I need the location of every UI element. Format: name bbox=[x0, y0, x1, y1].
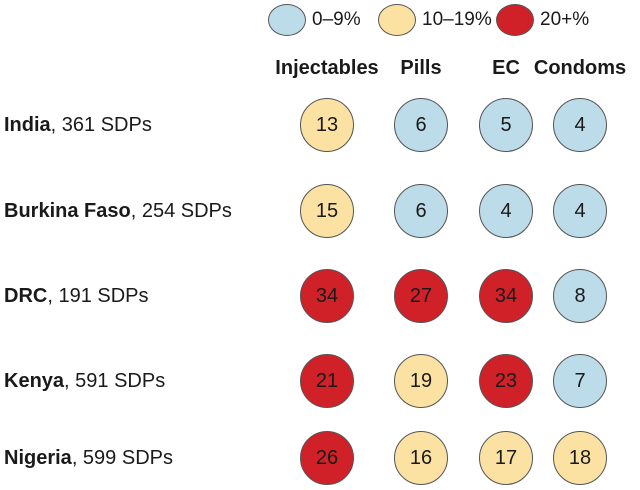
value-circle: 5 bbox=[479, 98, 533, 152]
value-circle: 34 bbox=[300, 269, 354, 323]
row-label-burkina-faso: Burkina Faso, 254 SDPs bbox=[4, 199, 232, 223]
row-label-nigeria: Nigeria, 599 SDPs bbox=[4, 446, 173, 470]
sdp-count: , 591 SDPs bbox=[64, 370, 166, 392]
sdp-count: , 361 SDPs bbox=[50, 114, 152, 136]
value-circle: 17 bbox=[479, 431, 533, 485]
legend-label-high: 20+% bbox=[540, 9, 590, 30]
value-circle: 7 bbox=[553, 354, 607, 408]
sdp-count: , 191 SDPs bbox=[47, 285, 149, 307]
value-circle: 19 bbox=[394, 354, 448, 408]
value-circle: 18 bbox=[553, 431, 607, 485]
value-circle: 26 bbox=[300, 431, 354, 485]
value-circle: 16 bbox=[394, 431, 448, 485]
value-circle: 4 bbox=[553, 98, 607, 152]
column-header-injectables: Injectables bbox=[275, 57, 379, 79]
column-header-pills: Pills bbox=[400, 57, 442, 79]
legend-label-mid: 10–19% bbox=[422, 9, 492, 30]
legend-swatch-low bbox=[268, 4, 306, 36]
value-circle: 15 bbox=[300, 184, 354, 238]
legend-label-low: 0–9% bbox=[312, 9, 361, 30]
value-circle: 13 bbox=[300, 98, 354, 152]
column-header-condoms: Condoms bbox=[533, 57, 627, 79]
legend-swatch-mid bbox=[378, 4, 416, 36]
value-circle: 4 bbox=[553, 184, 607, 238]
country-name: Nigeria bbox=[4, 447, 72, 469]
value-circle: 34 bbox=[479, 269, 533, 323]
sdp-count: , 599 SDPs bbox=[71, 447, 173, 469]
value-circle: 21 bbox=[300, 354, 354, 408]
row-label-india: India, 361 SDPs bbox=[4, 113, 152, 137]
country-name: DRC bbox=[4, 285, 48, 307]
value-circle: 8 bbox=[553, 269, 607, 323]
row-label-drc: DRC, 191 SDPs bbox=[4, 284, 149, 308]
sdp-count: , 254 SDPs bbox=[130, 200, 232, 222]
value-circle: 6 bbox=[394, 98, 448, 152]
row-label-kenya: Kenya, 591 SDPs bbox=[4, 369, 165, 393]
value-circle: 6 bbox=[394, 184, 448, 238]
country-name: Burkina Faso bbox=[4, 200, 131, 222]
country-name: India bbox=[4, 114, 51, 136]
value-circle: 23 bbox=[479, 354, 533, 408]
legend-swatch-high bbox=[496, 4, 534, 36]
column-header-ec: EC bbox=[492, 57, 520, 79]
value-circle: 4 bbox=[479, 184, 533, 238]
country-name: Kenya bbox=[4, 370, 65, 392]
value-circle: 27 bbox=[394, 269, 448, 323]
